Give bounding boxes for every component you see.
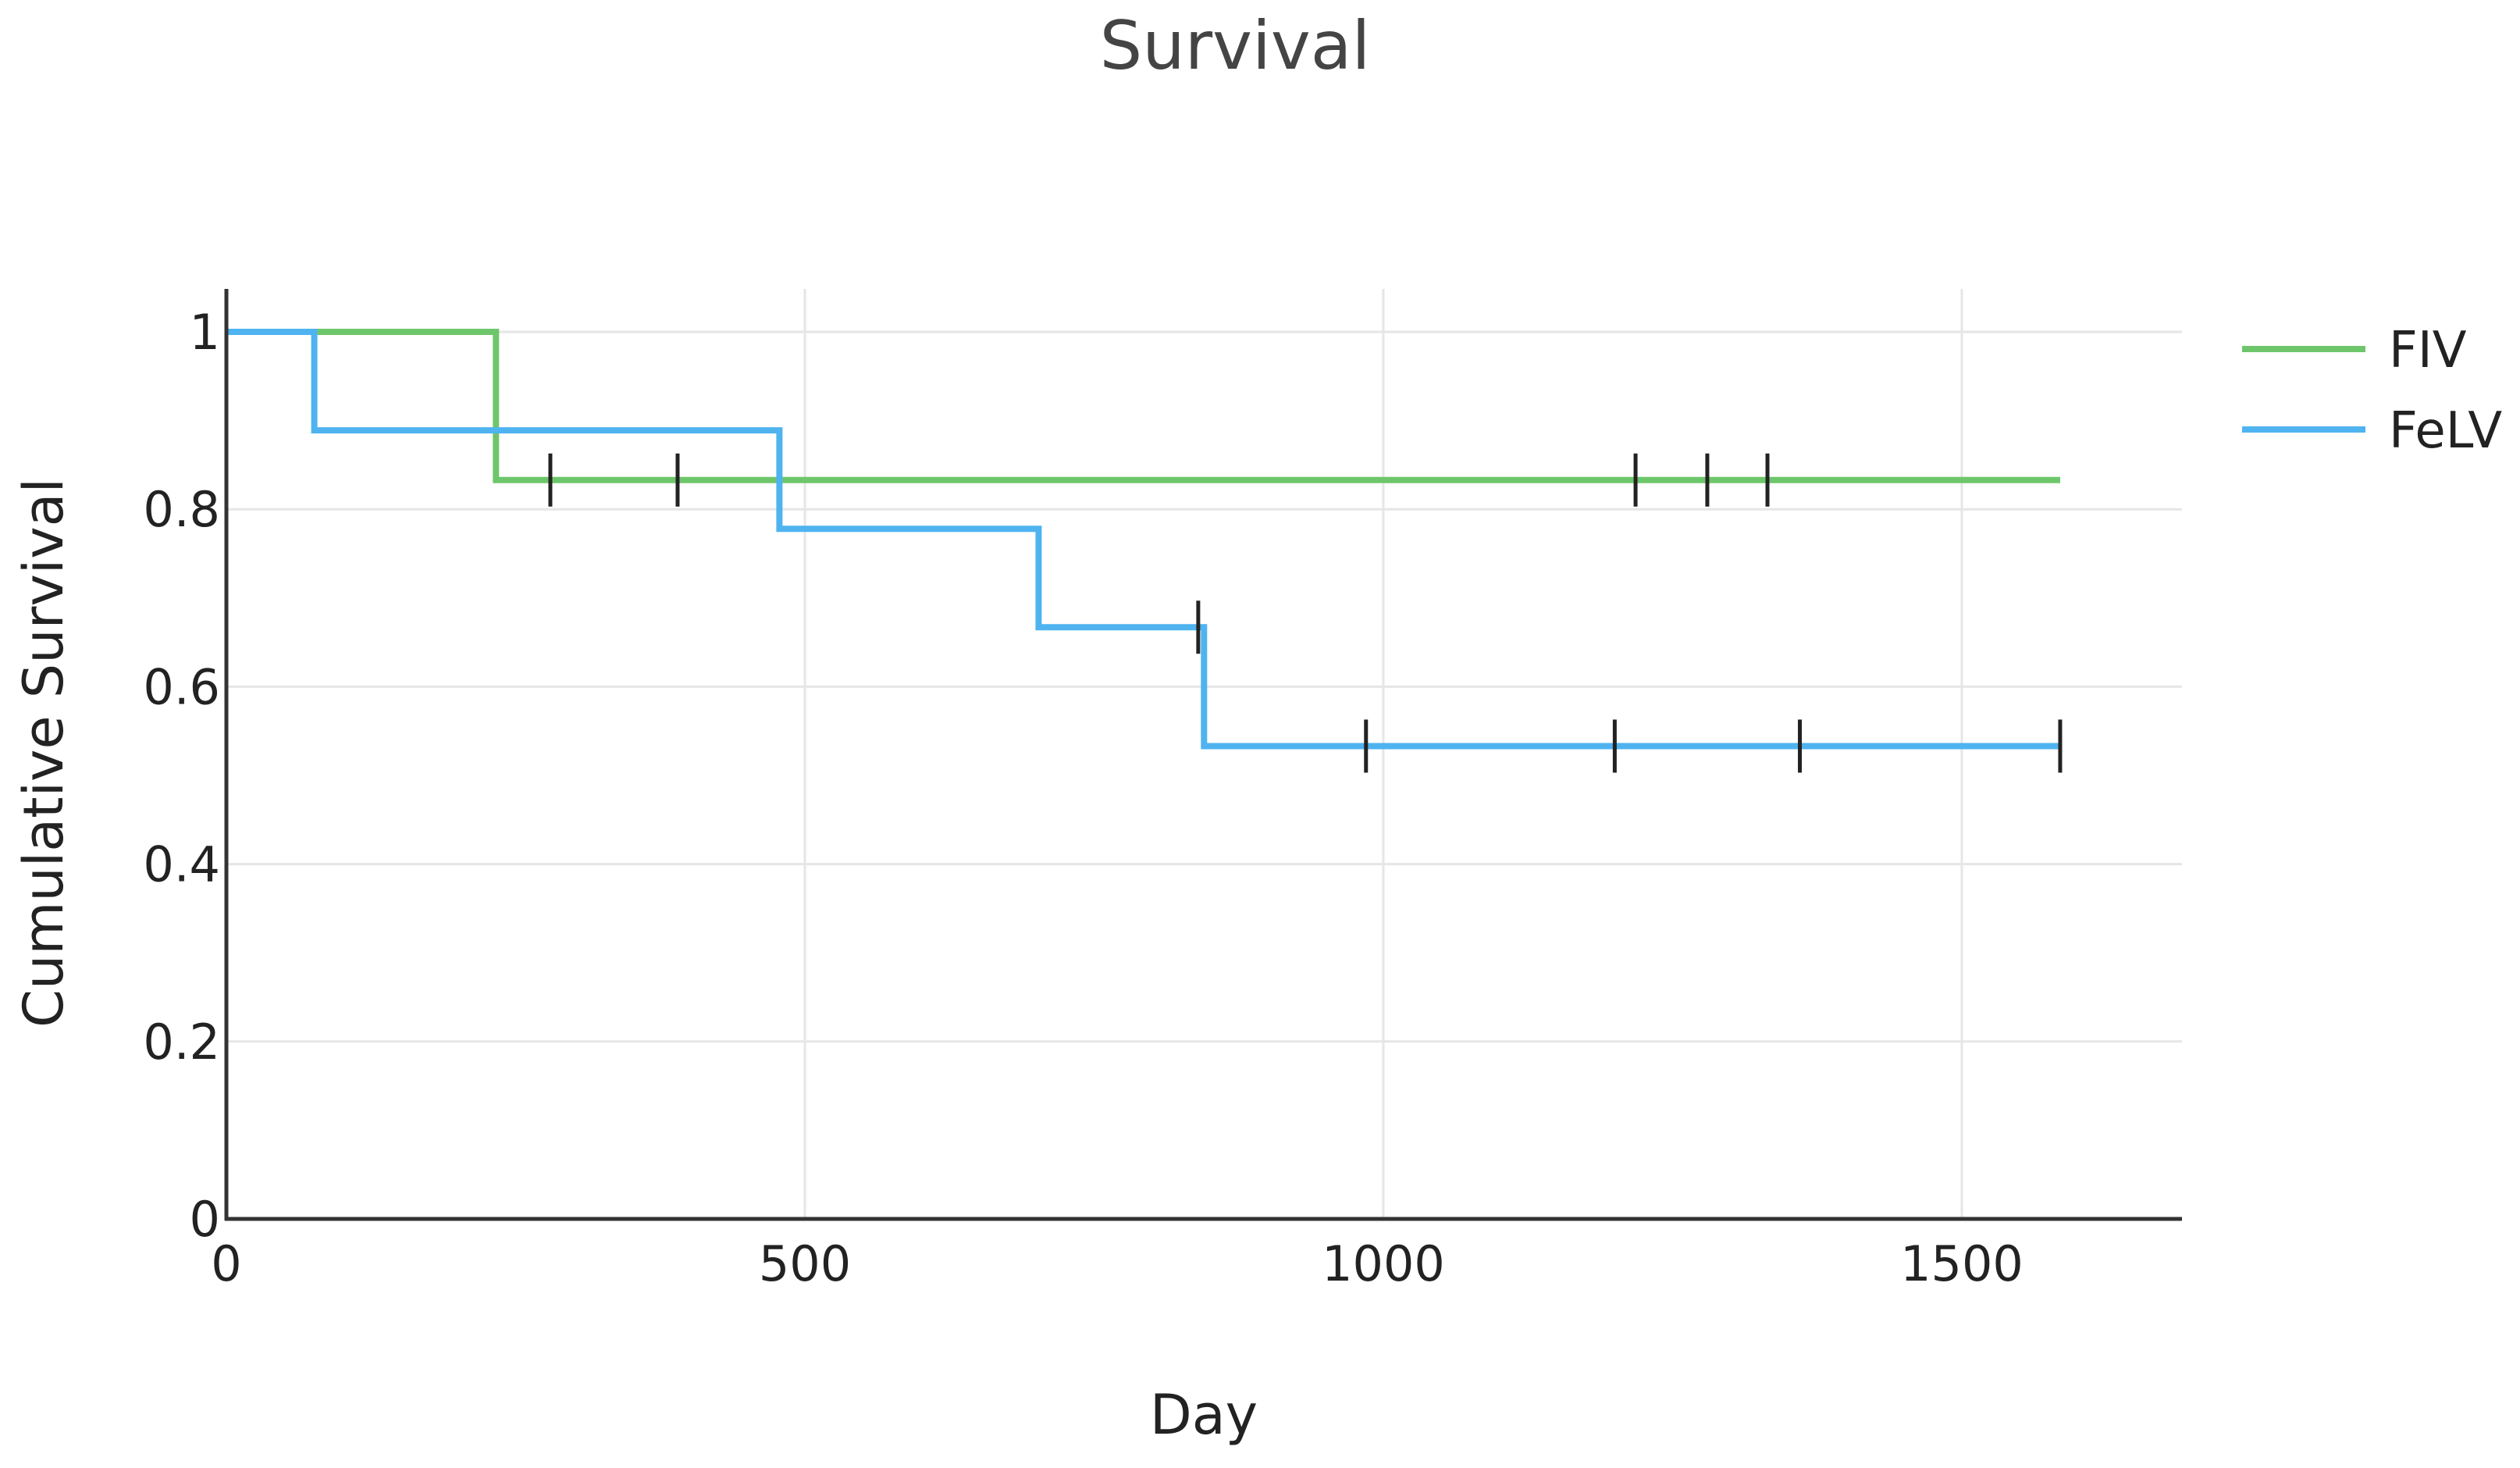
tick-labels: 0 0.2 0.4 0.6 0.8 1 0 500 1000 1500 <box>143 304 2023 1292</box>
legend: FIV FeLV <box>2242 322 2502 460</box>
series-lines <box>226 329 2063 773</box>
y-tick-label: 0.8 <box>143 481 220 538</box>
axes <box>224 289 2182 1221</box>
y-axis-label: Cumulative Survival <box>12 478 76 1028</box>
series-line-fiv <box>226 329 2060 483</box>
y-tick-label: 0.2 <box>143 1014 220 1071</box>
x-tick-label: 1500 <box>1900 1235 2023 1292</box>
y-tick-label: 0.4 <box>143 836 220 893</box>
x-axis-label: Day <box>1150 1383 1258 1447</box>
y-tick-label: 0 <box>190 1191 220 1248</box>
legend-label-fiv: FIV <box>2389 322 2467 379</box>
x-tick-label: 0 <box>211 1235 241 1292</box>
legend-label-felv: FeLV <box>2389 402 2502 460</box>
chart-title: Survival <box>1100 7 1371 85</box>
x-tick-label: 500 <box>759 1235 851 1292</box>
series-line-felv <box>226 329 2060 750</box>
y-tick-label: 1 <box>190 304 220 361</box>
x-tick-label: 1000 <box>1322 1235 1445 1292</box>
y-tick-label: 0.6 <box>143 658 220 715</box>
